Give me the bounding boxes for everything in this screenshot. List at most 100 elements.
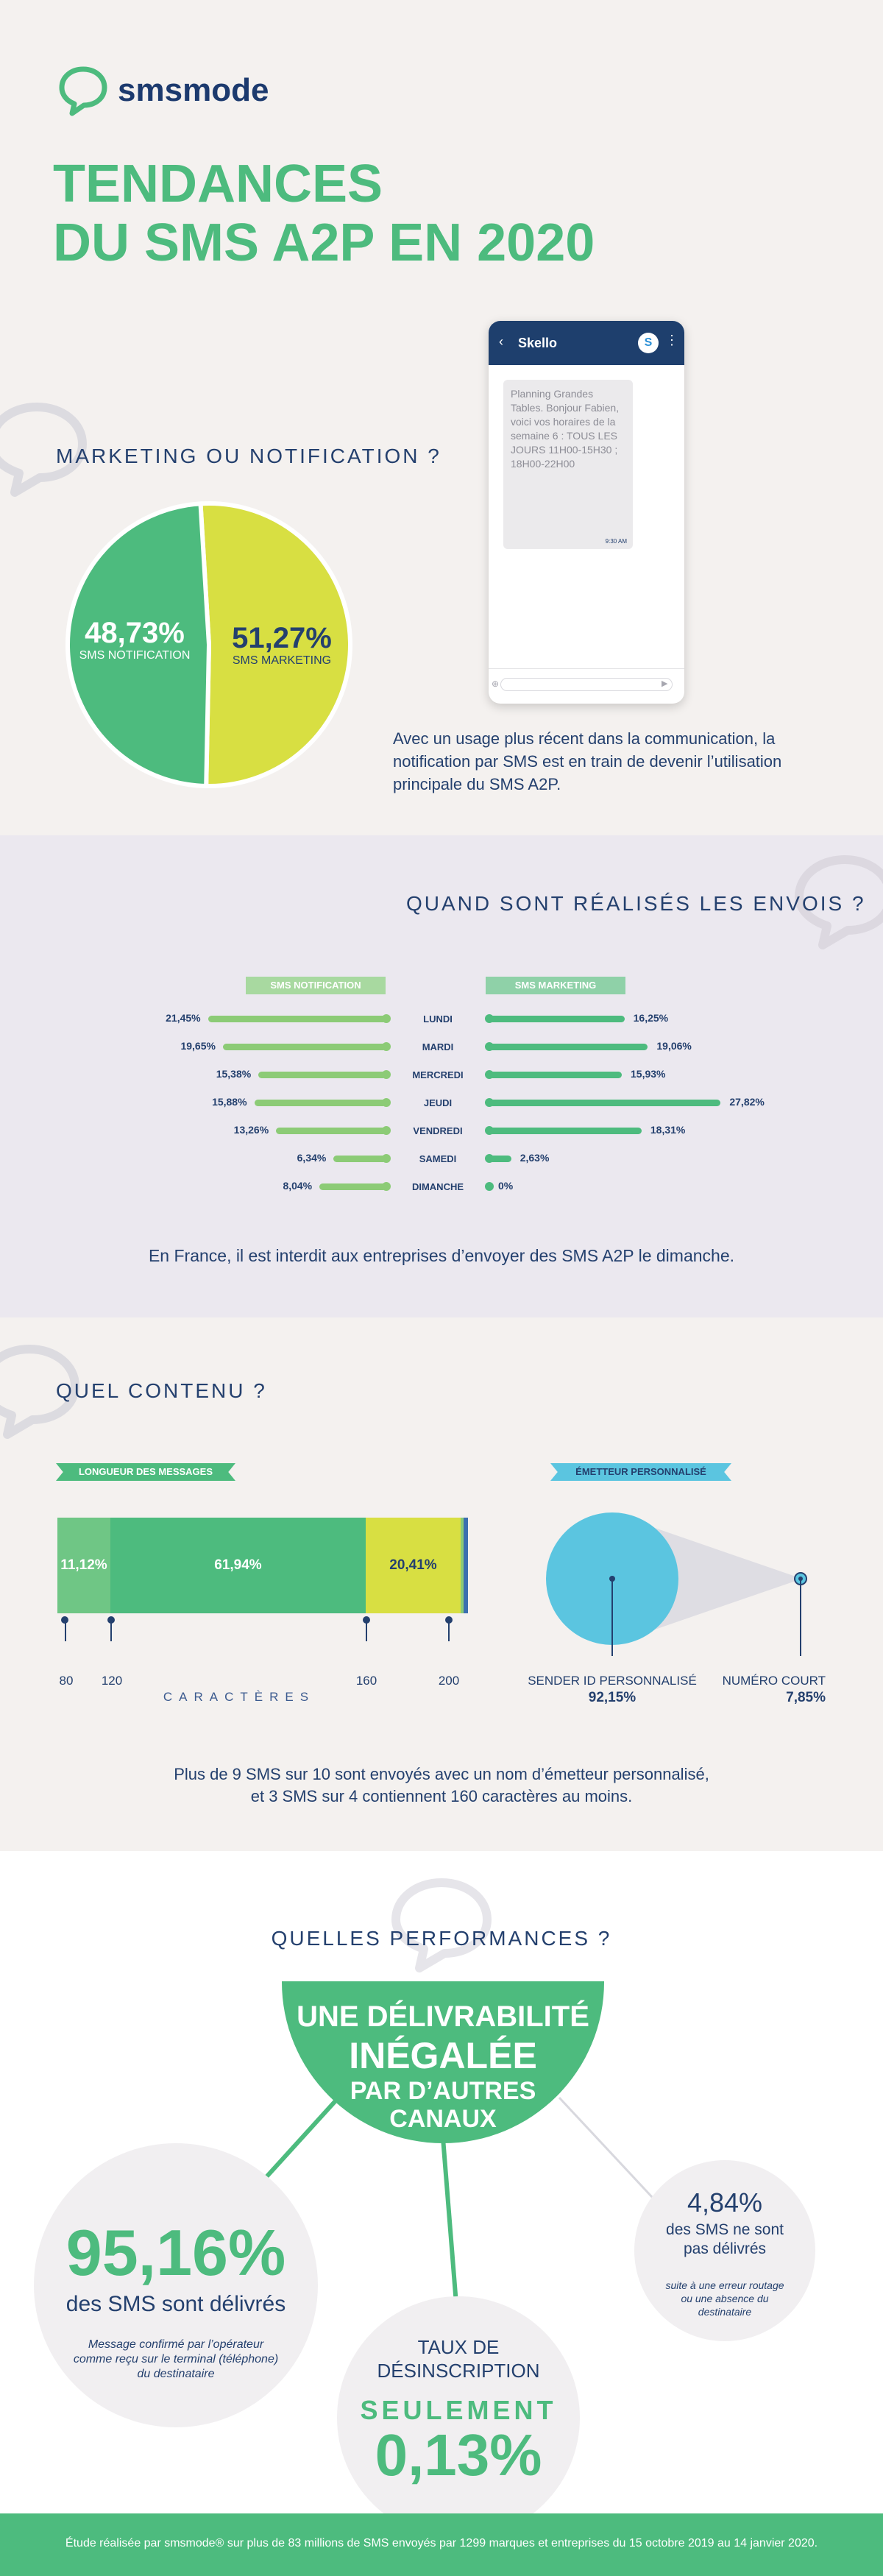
more-options-icon[interactable]: ⋮ (665, 333, 678, 347)
marketing-description: Avec un usage plus récent dans la commun… (393, 729, 782, 793)
mkt-bar (489, 1072, 622, 1078)
sms-time: 9:30 AM (605, 538, 627, 545)
app-avatar-icon: S (638, 333, 659, 353)
tick-dot (61, 1616, 68, 1624)
sms-marketing-tag: SMS MARKETING (486, 977, 625, 994)
speech-bubble-decor-icon (0, 401, 96, 500)
speech-bubble-decor-icon (390, 1877, 500, 1976)
mkt-bar (489, 1044, 648, 1050)
banner-line2: INÉGALÉE (349, 2035, 537, 2076)
tick-label: 160 (355, 1674, 377, 1688)
sms-compose-input[interactable]: ▶ (500, 678, 673, 691)
notification-pct: 48,73% (85, 617, 185, 649)
segment-label: 20,41% (389, 1557, 437, 1573)
marketing-pie-chart (65, 501, 352, 789)
banner-line3: PAR D’AUTRES (350, 2077, 536, 2105)
notif-pct: 13,26% (233, 1124, 269, 1136)
tick-line (65, 1619, 66, 1641)
footer (0, 2513, 883, 2576)
segment-120-160 (110, 1518, 366, 1613)
mkt-bar (489, 1156, 511, 1162)
notif-bar (208, 1016, 386, 1022)
notif-bar (319, 1183, 386, 1190)
send-icon[interactable]: ▶ (662, 679, 668, 688)
undelivered-pct: 4,84% (687, 2187, 763, 2218)
notif-bar-end (382, 1042, 391, 1051)
tick-dot (107, 1616, 115, 1624)
unsubscribe-circle (337, 2296, 580, 2539)
delivered-pct: 95,16% (65, 2216, 286, 2289)
notif-bar (276, 1128, 386, 1134)
section-envois (0, 835, 883, 1317)
short-number-label: NUMÉRO COURT (722, 1674, 826, 1688)
sms-message-text: Planning Grandes Tables. Bonjour Fabien,… (511, 388, 620, 470)
connector-lines (263, 2095, 664, 2304)
envois-note: En France, il est interdit aux entrepris… (148, 1246, 735, 1265)
day-label: MERCREDI (412, 1069, 464, 1080)
tick-line (366, 1619, 367, 1641)
notif-bar (333, 1156, 386, 1162)
undelivered-note: suite à une erreur routage ou une absenc… (665, 2279, 784, 2318)
banner-line4: CANAUX (389, 2105, 497, 2133)
notif-bar-end (382, 1182, 391, 1191)
page-title-line1: TENDANCES (53, 155, 383, 213)
segment-remainder-blue (464, 1518, 468, 1613)
marketing-heading: MARKETING OU NOTIFICATION ? (56, 445, 442, 467)
smsmode-logo-icon (57, 65, 109, 116)
contenu-note-line2: et 3 SMS sur 4 contiennent 160 caractère… (250, 1787, 633, 1805)
phone-app-header: ‹ Skello S ⋮ (489, 321, 684, 365)
phone-mockup: ‹ Skello S ⋮ Planning Grandes Tables. Bo… (489, 321, 684, 704)
mkt-bar (489, 1016, 625, 1022)
notif-pct: 6,34% (297, 1152, 327, 1164)
speech-bubble-decor-icon (0, 1343, 88, 1443)
mkt-pct: 0% (498, 1180, 514, 1192)
tick-dot (363, 1616, 370, 1624)
divider (489, 668, 684, 669)
day-label: MARDI (422, 1041, 454, 1052)
sms-bubble: Planning Grandes Tables. Bonjour Fabien,… (503, 380, 633, 549)
mkt-pct: 18,31% (650, 1124, 686, 1136)
sender-id-pct: 92,15% (588, 1690, 636, 1705)
tick-line (110, 1619, 112, 1641)
day-label: JEUDI (423, 1097, 453, 1108)
segment-remainder-green (461, 1518, 464, 1613)
tick-label: 200 (438, 1674, 460, 1688)
emetteur-tag: ÉMETTEUR PERSONNALISÉ (550, 1463, 731, 1481)
footer-text: Étude réalisée par smsmode® sur plus de … (65, 2537, 818, 2550)
delivered-circle (34, 2143, 318, 2427)
pie-slice-notification (65, 501, 212, 789)
day-label: LUNDI (423, 1013, 453, 1025)
mkt-pct: 15,93% (631, 1068, 666, 1080)
mkt-bar-start (485, 1182, 494, 1191)
delivered-label: des SMS sont délivrés (65, 2292, 286, 2316)
tick-label: 120 (101, 1674, 123, 1688)
unsub-title1: TAUX DE (417, 2336, 500, 2358)
short-number-pct: 7,85% (786, 1690, 826, 1705)
contenu-note-line1: Plus de 9 SMS sur 10 sont envoyés avec u… (174, 1765, 709, 1783)
performances-heading: QUELLES PERFORMANCES ? (271, 1927, 612, 1950)
notif-bar-end (382, 1098, 391, 1107)
segment-80-120 (57, 1518, 110, 1613)
delivered-note: Message confirmé par l’opérateur comme r… (73, 2338, 279, 2380)
sender-id-diagram (546, 1512, 807, 1656)
marketing-label: SMS MARKETING (232, 654, 332, 667)
day-label: VENDREDI (413, 1125, 463, 1136)
speech-bubble-decor-icon (793, 854, 883, 953)
notif-bar-end (382, 1070, 391, 1079)
tick-label: 80 (59, 1674, 74, 1688)
envois-heading: QUAND SONT RÉALISÉS LES ENVOIS ? (406, 892, 866, 915)
segment-label: 61,94% (214, 1557, 262, 1573)
notif-bar-end (382, 1014, 391, 1023)
unsub-pct: 0,13% (375, 2422, 542, 2488)
undelivered-label: des SMS ne sont pas délivrés (666, 2221, 784, 2257)
back-arrow-icon[interactable]: ‹ (499, 334, 503, 349)
caracteres-axis-label: CARACTÈRES (163, 1690, 316, 1704)
unsub-only: SEULEMENT (360, 2395, 557, 2425)
pie-slice-marketing (198, 501, 352, 788)
notif-bar (222, 1044, 386, 1050)
segment-label: 11,12% (60, 1557, 107, 1573)
message-length-bar: 11,12% 61,94% 20,41% (57, 1518, 468, 1613)
day-label: DIMANCHE (411, 1181, 464, 1192)
add-icon[interactable]: ⊕ (492, 679, 500, 689)
undelivered-circle (634, 2160, 815, 2341)
